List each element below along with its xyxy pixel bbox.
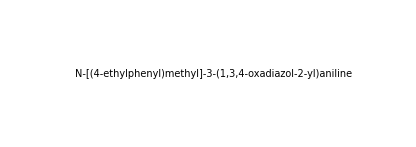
Text: N-[(4-ethylphenyl)methyl]-3-(1,3,4-oxadiazol-2-yl)aniline: N-[(4-ethylphenyl)methyl]-3-(1,3,4-oxadi…	[74, 69, 352, 79]
